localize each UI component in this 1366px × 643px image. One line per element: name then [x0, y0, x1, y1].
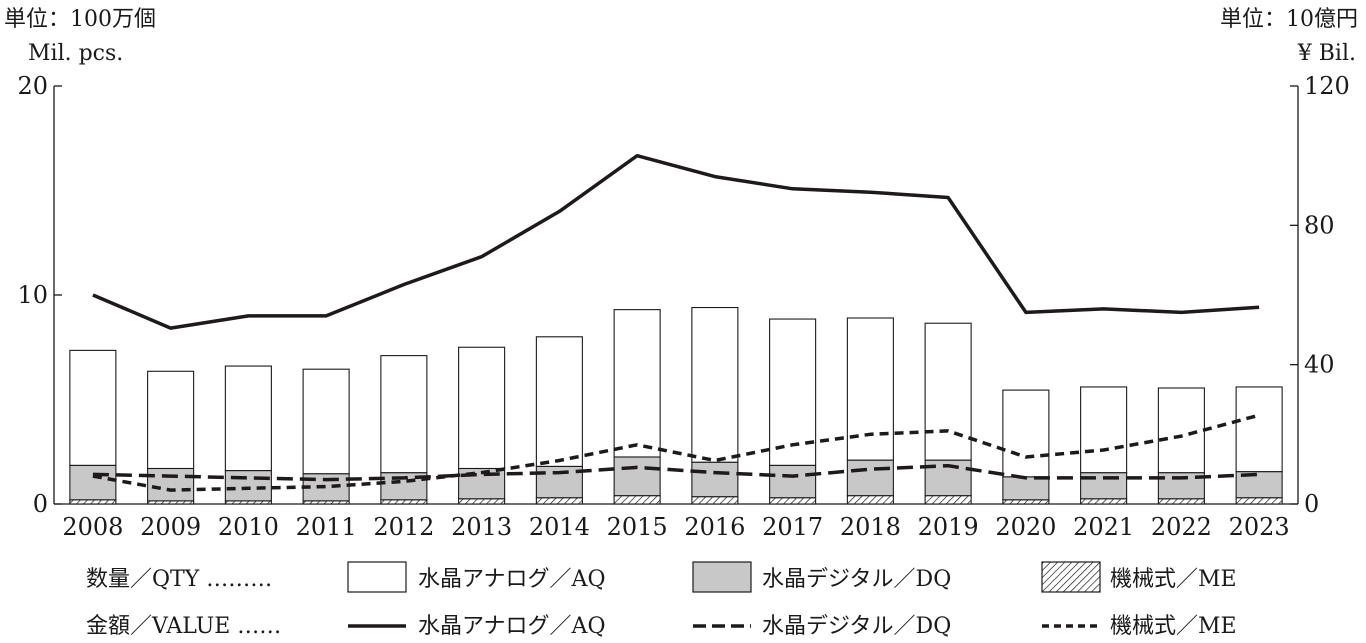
bar-me	[613, 495, 661, 505]
x-tick-label: 2023	[1229, 513, 1290, 541]
left-axis-unit-label: 単位：100万個	[4, 7, 156, 32]
bar-dq	[69, 464, 117, 501]
line-aq	[92, 153, 1260, 330]
bar-me	[924, 495, 972, 505]
bar-aq	[458, 346, 506, 470]
x-tick-label: 2018	[840, 513, 901, 541]
x-tick-label: 2008	[62, 513, 123, 541]
y-right-tick-label: 120	[1304, 72, 1350, 100]
line-me	[92, 413, 1260, 492]
bar-dq	[769, 464, 817, 499]
legend: 数量／QTY ……… 金額／VALUE …… 水晶アナログ／AQ 水晶デジタル／…	[86, 561, 1237, 639]
bar-aq	[1157, 387, 1205, 474]
bar-dq	[691, 461, 739, 498]
y-left-tick-label: 10	[17, 281, 48, 309]
x-tick-label: 2013	[451, 513, 512, 541]
bar-aq	[924, 322, 972, 461]
y-left-tick-label: 20	[17, 72, 48, 100]
bar-dq	[846, 459, 894, 497]
legend-me-qty: 機械式／ME	[1110, 567, 1237, 592]
x-tick-label: 2012	[373, 513, 434, 541]
bar-aq	[1235, 386, 1283, 473]
bar-dq	[147, 467, 195, 502]
legend-swatch-me-bar	[1041, 561, 1101, 593]
axes: 0 10 20 0 40 80 120	[17, 72, 1349, 518]
bar-aq	[691, 306, 739, 463]
bar-me	[846, 495, 894, 505]
x-tick-label: 2016	[684, 513, 745, 541]
x-tick-label: 2015	[607, 513, 668, 541]
bar-aq	[224, 365, 272, 472]
bar-aq	[613, 309, 661, 458]
right-axis-unit-english: ¥ Bil.	[1297, 41, 1356, 66]
bar-me	[69, 499, 117, 505]
y-left-tick-label: 0	[33, 490, 48, 518]
bar-me	[691, 496, 739, 505]
x-tick-label: 2011	[296, 513, 357, 541]
bar-dq	[613, 456, 661, 497]
bar-aq	[302, 368, 350, 475]
bar-aq	[147, 370, 195, 470]
legend-aq-qty: 水晶アナログ／AQ	[418, 567, 605, 592]
bar-me	[1235, 497, 1283, 505]
bar-me	[1002, 499, 1050, 505]
legend-dq-value: 水晶デジタル／DQ	[762, 614, 951, 639]
y-right-tick-label: 0	[1304, 490, 1319, 518]
line-dq	[92, 463, 1260, 482]
bar-aq	[380, 355, 428, 474]
bar-dq	[224, 470, 272, 502]
bar-me	[458, 498, 506, 505]
legend-aq-value: 水晶アナログ／AQ	[418, 614, 605, 639]
y-right-tick-label: 80	[1304, 211, 1335, 239]
x-tick-label: 2019	[918, 513, 979, 541]
bar-me	[380, 499, 428, 505]
bar-aq	[846, 317, 894, 461]
bar-me	[1157, 498, 1205, 505]
legend-me-value: 機械式／ME	[1110, 614, 1237, 639]
legend-qty-label: 数量／QTY ………	[86, 567, 272, 592]
bar-me	[535, 497, 583, 505]
bar-me	[1080, 498, 1128, 505]
bar-me	[769, 497, 817, 505]
bars	[69, 306, 1283, 505]
x-tick-label: 2009	[140, 513, 201, 541]
y-right-tick-label: 40	[1304, 351, 1335, 379]
value-lines	[92, 153, 1260, 492]
bar-aq	[69, 349, 117, 466]
legend-value-label: 金額／VALUE ……	[86, 614, 281, 639]
bar-aq	[1080, 386, 1128, 474]
legend-swatch-aq-bar	[347, 561, 407, 593]
x-tick-label: 2014	[529, 513, 590, 541]
x-tick-label: 2022	[1151, 513, 1212, 541]
bar-aq	[769, 318, 817, 466]
legend-dq-qty: 水晶デジタル／DQ	[762, 567, 951, 592]
bar-aq	[1002, 389, 1050, 478]
x-tick-label: 2010	[218, 513, 279, 541]
x-tick-label: 2020	[995, 513, 1056, 541]
x-tick-label: 2017	[762, 513, 823, 541]
x-tick-label: 2021	[1073, 513, 1134, 541]
right-axis-unit-label: 単位：10億円	[1220, 7, 1358, 32]
bar-dq	[1002, 476, 1050, 501]
left-axis-unit-english: Mil. pcs.	[28, 41, 124, 66]
bar-aq	[535, 336, 583, 467]
legend-swatch-dq-bar	[692, 561, 752, 593]
x-axis-labels: 2008 2009 2010 2011 2012 2013 2014 2015 2016 2017…	[62, 513, 1289, 541]
